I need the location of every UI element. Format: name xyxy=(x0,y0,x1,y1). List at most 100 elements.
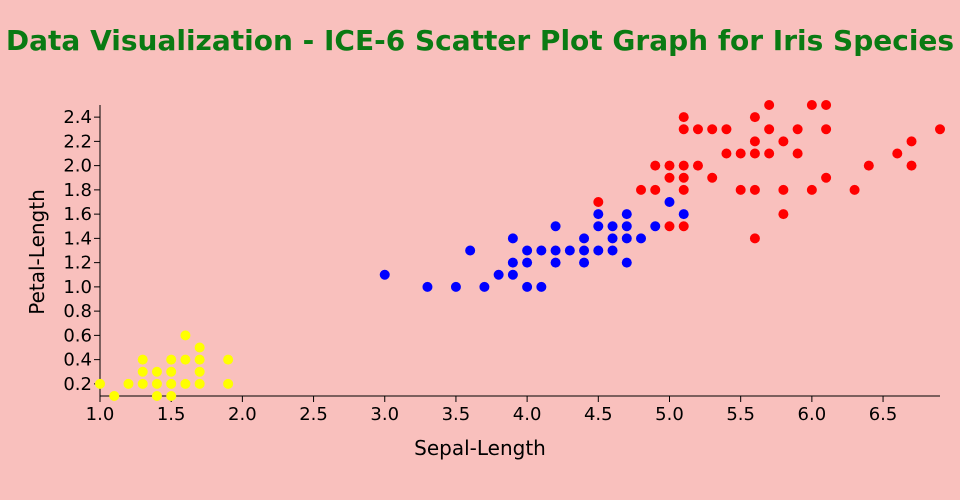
data-point xyxy=(721,124,732,135)
data-point xyxy=(579,257,590,268)
data-point xyxy=(137,354,148,365)
data-point xyxy=(465,245,476,256)
data-point xyxy=(607,245,618,256)
y-tick-label: 1.2 xyxy=(63,253,92,274)
data-point xyxy=(607,221,618,232)
data-point xyxy=(707,172,718,183)
data-point xyxy=(707,124,718,135)
data-point xyxy=(749,148,760,159)
y-tick-label: 2.4 xyxy=(63,107,92,128)
data-point xyxy=(223,378,234,389)
x-tick-label: 4.5 xyxy=(584,404,613,425)
y-tick-label: 1.6 xyxy=(63,204,92,225)
data-point xyxy=(180,378,191,389)
data-point xyxy=(906,160,917,171)
data-point xyxy=(749,112,760,123)
y-tick-label: 0.2 xyxy=(63,374,92,395)
data-point xyxy=(550,221,561,232)
data-point xyxy=(593,197,604,207)
data-point xyxy=(579,245,590,256)
x-tick-label: 6.5 xyxy=(869,404,898,425)
data-point xyxy=(792,124,803,135)
data-point xyxy=(821,100,832,110)
chart-title: Data Visualization - ICE-6 Scatter Plot … xyxy=(5,24,955,57)
data-point xyxy=(621,257,632,268)
data-point xyxy=(450,281,461,292)
x-axis-ticks: 1.0 1.5 2.0 2.5 3.0 3.5 4.0 4.5 5.0 5.5 6.0 6.5 xyxy=(86,396,898,425)
data-point xyxy=(764,148,775,159)
data-point xyxy=(223,354,234,365)
data-point xyxy=(749,233,760,244)
y-tick-label: 2.0 xyxy=(63,156,92,177)
data-point xyxy=(664,197,675,207)
data-point xyxy=(194,366,205,377)
data-point xyxy=(792,148,803,159)
data-point xyxy=(678,184,689,195)
data-point xyxy=(151,378,162,389)
data-point xyxy=(180,330,191,341)
x-tick-label: 6.0 xyxy=(798,404,827,425)
y-tick-label: 0.6 xyxy=(63,325,92,346)
data-point xyxy=(806,184,817,195)
data-point xyxy=(607,233,618,244)
data-point xyxy=(849,184,860,195)
data-point xyxy=(422,281,433,292)
data-point xyxy=(892,148,903,159)
data-point xyxy=(749,136,760,147)
data-point xyxy=(379,269,390,280)
data-point xyxy=(678,172,689,183)
data-point xyxy=(749,184,760,195)
data-point xyxy=(194,354,205,365)
data-point xyxy=(180,354,191,365)
data-point xyxy=(593,221,604,232)
data-point xyxy=(778,136,789,147)
data-point xyxy=(735,184,746,195)
data-point xyxy=(522,245,533,256)
x-tick-label: 2.0 xyxy=(228,404,257,425)
data-point xyxy=(664,221,675,232)
data-point xyxy=(778,209,789,220)
data-point xyxy=(166,391,177,401)
data-point xyxy=(137,366,148,377)
data-point xyxy=(493,269,504,280)
data-point xyxy=(151,391,162,401)
data-point xyxy=(137,378,148,389)
data-point xyxy=(507,269,518,280)
x-tick-label: 3.0 xyxy=(370,404,399,425)
data-point xyxy=(650,184,661,195)
x-tick-label: 2.5 xyxy=(299,404,328,425)
data-point xyxy=(906,136,917,147)
data-point xyxy=(194,342,205,353)
y-tick-label: 1.0 xyxy=(63,277,92,298)
data-point xyxy=(821,124,832,135)
data-point xyxy=(95,378,105,389)
data-point xyxy=(151,366,162,377)
x-tick-label: 3.5 xyxy=(442,404,471,425)
data-point xyxy=(536,281,547,292)
x-tick-label: 1.5 xyxy=(157,404,186,425)
data-point xyxy=(764,124,775,135)
data-point xyxy=(166,366,177,377)
y-axis-ticks: 0.2 0.4 0.6 0.8 1.0 1.2 1.4 1.6 1.8 2.0 2.2 2.4 xyxy=(63,107,100,395)
y-tick-label: 0.4 xyxy=(63,350,92,371)
data-point xyxy=(166,354,177,365)
data-point xyxy=(550,245,561,256)
data-point xyxy=(621,209,632,220)
data-point xyxy=(593,209,604,220)
x-axis-label: Sepal-Length xyxy=(414,436,546,460)
data-point xyxy=(636,184,647,195)
data-point xyxy=(821,172,832,183)
x-tick-label: 1.0 xyxy=(86,404,115,425)
data-point xyxy=(678,124,689,135)
data-point xyxy=(664,160,675,171)
data-point xyxy=(550,257,561,268)
data-point xyxy=(123,378,134,389)
y-tick-label: 1.4 xyxy=(63,228,92,249)
y-tick-label: 2.2 xyxy=(63,131,92,152)
data-point xyxy=(678,160,689,171)
data-point xyxy=(735,148,746,159)
data-point xyxy=(166,378,177,389)
data-point xyxy=(678,209,689,220)
data-point xyxy=(935,124,945,135)
data-point xyxy=(593,245,604,256)
